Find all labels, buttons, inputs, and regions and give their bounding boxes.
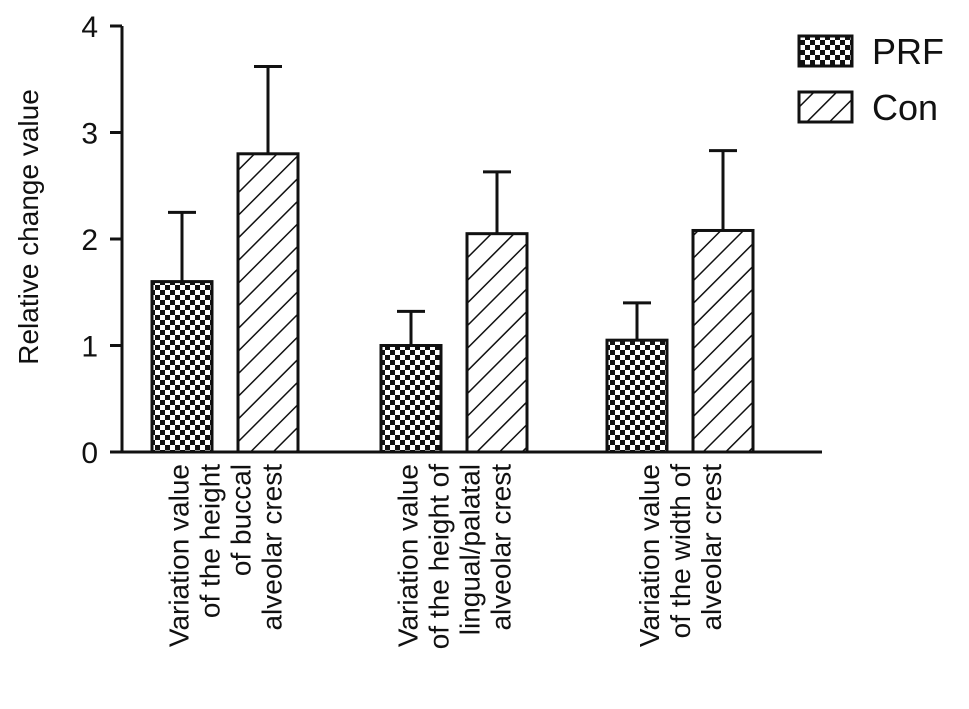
bar-con-3 — [691, 228, 755, 454]
category-label-line: of the height — [195, 464, 226, 618]
category-label-line: of buccal — [226, 464, 257, 576]
category-label-line: of the width of — [665, 464, 696, 639]
y-tick-label: 2 — [81, 224, 98, 257]
bar-con-1 — [236, 152, 300, 454]
y-axis: 0 1 2 3 4 — [81, 11, 124, 470]
category-labels: Variation value of the height of buccal alv… — [164, 464, 728, 649]
legend: PRF Con — [797, 31, 944, 128]
category-label-line: lingual/palatal — [455, 464, 486, 635]
bar-con-2 — [465, 232, 529, 454]
category-label-2: Variation value of the height of lingual/p… — [393, 464, 517, 649]
category-label-line: Variation value — [634, 464, 665, 647]
category-label-line: Variation value — [393, 464, 424, 647]
y-axis-title: Relative change value — [13, 89, 44, 365]
legend-swatch — [797, 90, 854, 124]
category-label-1: Variation value of the height of buccal alv… — [164, 464, 288, 647]
category-label-line: of the height of — [424, 464, 455, 649]
legend-label: PRF — [872, 31, 944, 72]
category-label-line: Variation value — [164, 464, 195, 647]
bars — [150, 64, 755, 454]
y-tick-label: 3 — [81, 118, 98, 151]
bar-prf-1 — [150, 280, 214, 454]
bar-prf-2 — [379, 344, 443, 454]
y-tick-label: 4 — [81, 11, 98, 44]
y-tick-label: 1 — [81, 331, 98, 364]
category-label-line: alveolar crest — [696, 464, 727, 631]
legend-swatch — [797, 34, 854, 68]
y-tick-label: 0 — [81, 437, 98, 470]
legend-label: Con — [872, 87, 938, 128]
legend-item-con: Con — [797, 87, 938, 128]
legend-item-prf: PRF — [797, 31, 944, 72]
category-label-line: alveolar crest — [486, 464, 517, 631]
category-label-3: Variation value of the width of alveolar c… — [634, 464, 727, 647]
category-label-line: alveolar crest — [257, 464, 288, 631]
bar-prf-3 — [605, 338, 669, 454]
